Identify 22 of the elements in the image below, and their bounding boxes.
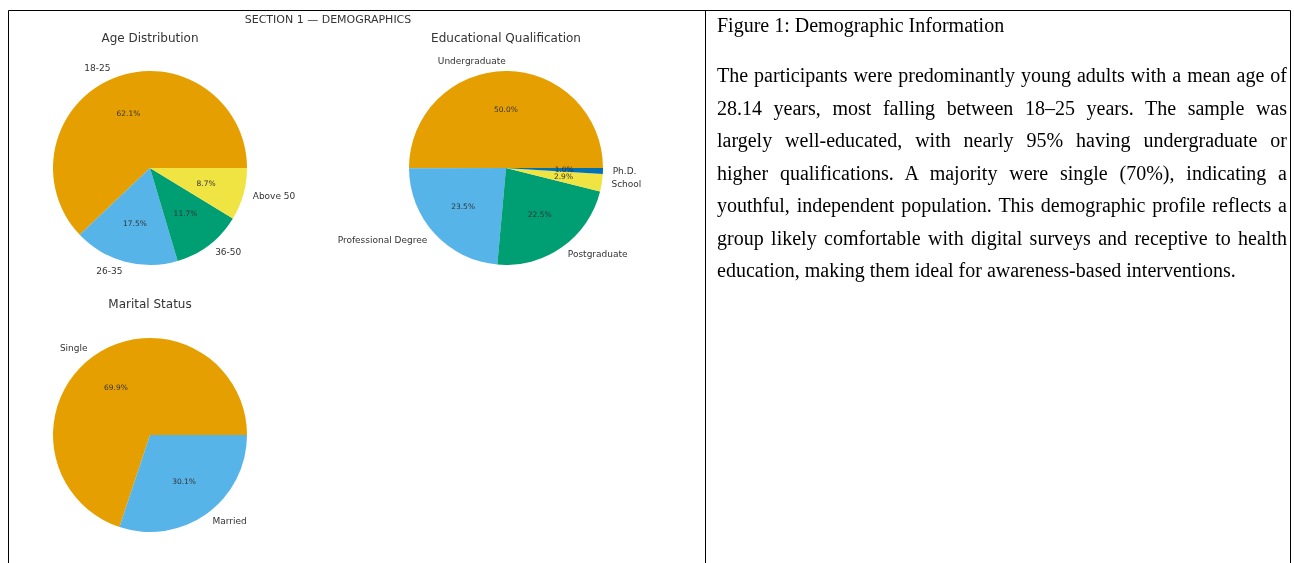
pie-slice — [506, 168, 603, 192]
slice-label: 26-35 — [96, 265, 123, 276]
pie-slice — [119, 435, 247, 532]
pie-slice — [53, 71, 247, 235]
text: The participants were predominantly young adults with a mean age of 28.14 years, most falling between 18–25 years. The sample was largely well-educated, with nearly 95% having undergraduate or higher qualifications. A majority were single (70%), indicating a youthful, independent population. This demographic profile reflects a group likely comfortable with digital surveys and receptive to health education, making them ideal for awareness-based interventions. — [717, 63, 1287, 284]
pie-slice — [150, 168, 247, 219]
text: SECTION 1 — DEMOGRAPHICS — [244, 13, 412, 26]
slice-label: Undergraduate — [437, 55, 507, 66]
chart-title: Marital Status — [108, 297, 192, 311]
slice-label: Above 50 — [252, 191, 296, 202]
slice-label: 18-25 — [84, 63, 111, 74]
slice-label: Professional Degree — [337, 234, 428, 245]
text: Figure 1: Demographic Information — [717, 14, 1006, 37]
slice-label: Postgraduate — [567, 249, 629, 260]
slice-label: Ph.D. — [612, 165, 637, 176]
slice-label: 36-50 — [215, 247, 242, 258]
slice-label: Married — [212, 516, 247, 527]
chart-title: Age Distribution — [101, 31, 199, 45]
slice-label: Single — [59, 342, 89, 353]
chart-title: Educational Qualification — [431, 31, 581, 45]
slice-label: School — [611, 178, 642, 189]
pie-slice — [53, 338, 247, 528]
